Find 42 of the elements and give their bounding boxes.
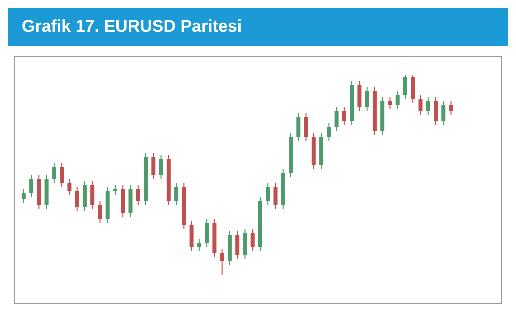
candlestick [205, 218, 210, 248]
candlestick [22, 188, 26, 204]
candlestick [136, 184, 140, 206]
candlestick [274, 182, 278, 210]
candlestick [403, 75, 408, 100]
candlestick [304, 112, 308, 142]
candlestick [411, 75, 416, 104]
candlestick [388, 96, 392, 110]
candlestick [358, 80, 362, 112]
candlestick [334, 106, 339, 132]
candlestick [266, 182, 270, 206]
candlestick [68, 178, 72, 196]
candlestick [98, 200, 102, 224]
candlestick [418, 94, 423, 116]
candlestick [327, 122, 332, 142]
candlestick [197, 238, 202, 252]
candlestick [243, 228, 248, 260]
candlestick [342, 106, 346, 126]
candlestick [152, 152, 156, 180]
candlestick [396, 90, 400, 110]
candlestick [220, 248, 224, 275]
candlestick [296, 112, 301, 142]
candlestick [434, 96, 438, 126]
candlestick [449, 100, 454, 116]
candlestick [190, 220, 194, 252]
chart-title: Grafik 17. EURUSD Paritesi [8, 8, 508, 46]
candlestick [90, 180, 95, 210]
candlestick [174, 182, 179, 206]
candlestick [121, 184, 126, 218]
candlestick [30, 174, 34, 198]
candlestick [60, 162, 64, 188]
candlestick [159, 154, 164, 180]
candlestick [236, 230, 240, 260]
candlestick [52, 162, 56, 184]
candlestick [113, 184, 118, 196]
candlestick [82, 180, 87, 212]
candlestick [250, 228, 255, 252]
candlestick [365, 86, 370, 112]
candlestick [426, 96, 430, 116]
candlestick [442, 100, 446, 126]
candlestick [75, 186, 80, 212]
candlestick [128, 184, 133, 218]
